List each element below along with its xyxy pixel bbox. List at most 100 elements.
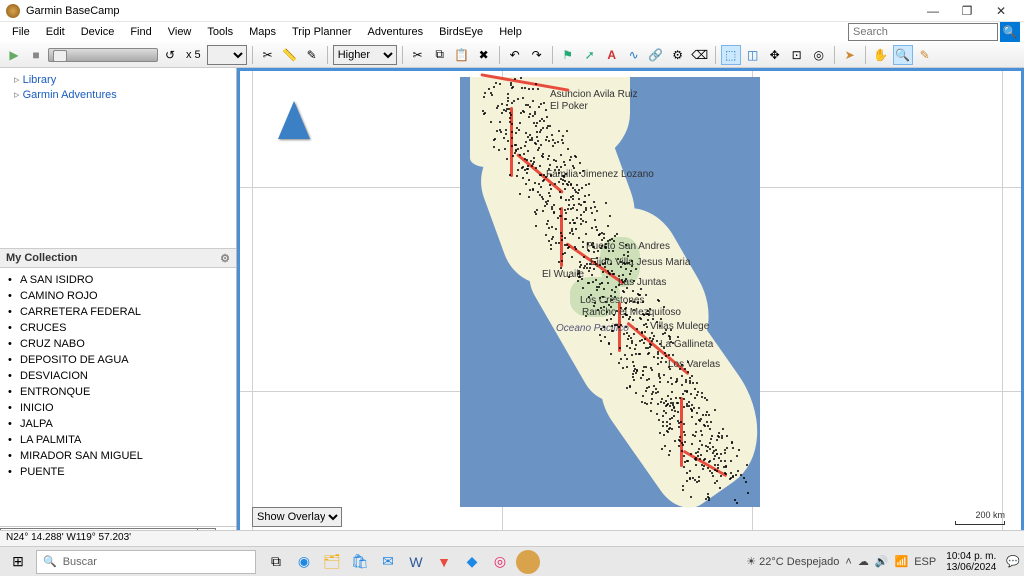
tray-network-icon[interactable]: 📶	[895, 555, 909, 568]
tool-move-icon[interactable]: ✥	[765, 45, 785, 65]
menu-view[interactable]: View	[160, 24, 200, 40]
menubar-search-button[interactable]: 🔍	[1000, 22, 1020, 42]
list-item[interactable]: ENTRONQUE	[0, 384, 236, 400]
tray-onedrive-icon[interactable]: ☁	[858, 555, 869, 568]
overlays-select[interactable]: Show Overlays	[252, 507, 342, 527]
tool-center-icon[interactable]: ◎	[809, 45, 829, 65]
tray-lang[interactable]: ESP	[914, 556, 936, 568]
title-bar: Garmin BaseCamp — ❐ ✕	[0, 0, 1024, 22]
menu-device[interactable]: Device	[73, 24, 123, 40]
taskbar-app-explorer[interactable]: 🗂	[320, 550, 344, 574]
tool-gear-icon[interactable]: ⚙	[668, 45, 688, 65]
tool-delete-icon[interactable]: ✖	[474, 45, 494, 65]
menu-edit[interactable]: Edit	[38, 24, 73, 40]
task-view-icon[interactable]: ⧉	[264, 550, 288, 574]
menu-tools[interactable]: Tools	[199, 24, 241, 40]
list-item[interactable]: DESVIACION	[0, 368, 236, 384]
tool-zoom-icon[interactable]: 🔍	[893, 45, 913, 65]
tool-measure-icon[interactable]: 📏	[280, 45, 300, 65]
tool-track-icon[interactable]: ∿	[624, 45, 644, 65]
list-item[interactable]: PUENTE	[0, 464, 236, 480]
taskbar-app-generic3[interactable]: ◎	[488, 550, 512, 574]
map-label: La Gallineta	[660, 339, 713, 350]
tool-undo-icon[interactable]: ↶	[505, 45, 525, 65]
taskbar-app-basecamp[interactable]	[516, 550, 540, 574]
menu-bar: File Edit Device Find View Tools Maps Tr…	[0, 22, 1024, 42]
north-arrow-icon	[278, 101, 310, 139]
list-item[interactable]: INICIO	[0, 400, 236, 416]
menu-file[interactable]: File	[4, 24, 38, 40]
menu-maps[interactable]: Maps	[241, 24, 284, 40]
tree-node-library[interactable]: Library	[6, 72, 230, 87]
tree-node-adventures[interactable]: Garmin Adventures	[6, 87, 230, 102]
menu-find[interactable]: Find	[122, 24, 159, 40]
menu-adventures[interactable]: Adventures	[360, 24, 432, 40]
tray-notifications-icon[interactable]: 💬	[1006, 555, 1020, 568]
tool-cut-icon[interactable]: ✂	[258, 45, 278, 65]
taskbar-search[interactable]: 🔍 Buscar	[36, 550, 256, 574]
minimize-button[interactable]: —	[916, 1, 950, 21]
overlays-control[interactable]: Show Overlays	[252, 507, 342, 527]
collection-list[interactable]: A SAN ISIDRO CAMINO ROJO CARRETERA FEDER…	[0, 268, 236, 526]
windows-taskbar[interactable]: ⊞ 🔍 Buscar ⧉ ◉ 🗂 🛍 ✉ W ▼ ◆ ◎ ☀ 22°C Desp…	[0, 546, 1024, 576]
taskbar-app-mail[interactable]: ✉	[376, 550, 400, 574]
collection-gear-icon[interactable]: ⚙	[220, 252, 230, 265]
weather-widget[interactable]: ☀ 22°C Despejado	[746, 555, 839, 568]
tray-volume-icon[interactable]: 🔊	[875, 555, 889, 568]
tray-clock[interactable]: 10:04 p. m. 13/06/2024	[942, 551, 1000, 573]
taskbar-app-generic1[interactable]: ▼	[432, 550, 456, 574]
tool-zoom-region-icon[interactable]: ⊡	[787, 45, 807, 65]
tool-link-icon[interactable]: 🔗	[646, 45, 666, 65]
collection-header: My Collection ⚙	[0, 248, 236, 268]
play-button[interactable]: ▶	[4, 45, 24, 65]
stop-button[interactable]: ■	[26, 45, 46, 65]
rewind-button[interactable]: ↺	[160, 45, 180, 65]
list-item[interactable]: MIRADOR SAN MIGUEL	[0, 448, 236, 464]
library-tree[interactable]: Library Garmin Adventures	[0, 68, 236, 248]
tool-redo-icon[interactable]: ↷	[527, 45, 547, 65]
taskbar-app-store[interactable]: 🛍	[348, 550, 372, 574]
playback-slider[interactable]	[48, 48, 158, 62]
tool-route-icon[interactable]: ➚	[580, 45, 600, 65]
list-item[interactable]: LA PALMITA	[0, 432, 236, 448]
map-canvas[interactable]: Asuncion Avila Ruiz El Poker Familia Jim…	[240, 71, 1021, 545]
speed-label: x 5	[182, 49, 205, 61]
taskbar-app-generic2[interactable]: ◆	[460, 550, 484, 574]
detail-select[interactable]: Higher	[333, 45, 397, 65]
tool-3d-icon[interactable]: ◫	[743, 45, 763, 65]
tool-send-icon[interactable]: ➤	[840, 45, 860, 65]
speed-select[interactable]	[207, 45, 247, 65]
menu-trip-planner[interactable]: Trip Planner	[284, 24, 360, 40]
tray-chevron-icon[interactable]: ˄	[845, 556, 851, 568]
maximize-button[interactable]: ❐	[950, 1, 984, 21]
taskbar-search-placeholder: Buscar	[63, 556, 97, 568]
menubar-search-input[interactable]	[848, 23, 998, 41]
list-item[interactable]: DEPOSITO DE AGUA	[0, 352, 236, 368]
tool-copy-icon[interactable]: ⧉	[430, 45, 450, 65]
taskbar-app-edge[interactable]: ◉	[292, 550, 316, 574]
tool-edit-icon[interactable]: ✎	[302, 45, 322, 65]
taskbar-app-word[interactable]: W	[404, 550, 428, 574]
tool-pencil-icon[interactable]: ✎	[915, 45, 935, 65]
list-item[interactable]: CARRETERA FEDERAL	[0, 304, 236, 320]
menu-help[interactable]: Help	[491, 24, 530, 40]
coordinates-readout: N24° 14.288' W119° 57.203'	[6, 532, 131, 543]
map-view[interactable]: Asuncion Avila Ruiz El Poker Familia Jim…	[237, 68, 1024, 548]
tool-waypoint-icon[interactable]: ⚑	[558, 45, 578, 65]
tool-hand-icon[interactable]: ✋	[871, 45, 891, 65]
list-item[interactable]: JALPA	[0, 416, 236, 432]
list-item[interactable]: CRUCES	[0, 320, 236, 336]
toolbar: ▶ ■ ↺ x 5 ✂ 📏 ✎ Higher ✂ ⧉ 📋 ✖ ↶ ↷ ⚑ ➚ A…	[0, 42, 1024, 68]
tool-paste-icon[interactable]: 📋	[452, 45, 472, 65]
close-button[interactable]: ✕	[984, 1, 1018, 21]
ocean-label: Oceano Pacifico	[556, 323, 629, 334]
tool-select-icon[interactable]: ⬚	[721, 45, 741, 65]
menu-birdseye[interactable]: BirdsEye	[431, 24, 491, 40]
tool-scissors-icon[interactable]: ✂	[408, 45, 428, 65]
tool-erase-icon[interactable]: ⌫	[690, 45, 710, 65]
list-item[interactable]: CRUZ NABO	[0, 336, 236, 352]
list-item[interactable]: A SAN ISIDRO	[0, 272, 236, 288]
start-button[interactable]: ⊞	[0, 547, 36, 577]
tool-text-icon[interactable]: A	[602, 45, 622, 65]
list-item[interactable]: CAMINO ROJO	[0, 288, 236, 304]
